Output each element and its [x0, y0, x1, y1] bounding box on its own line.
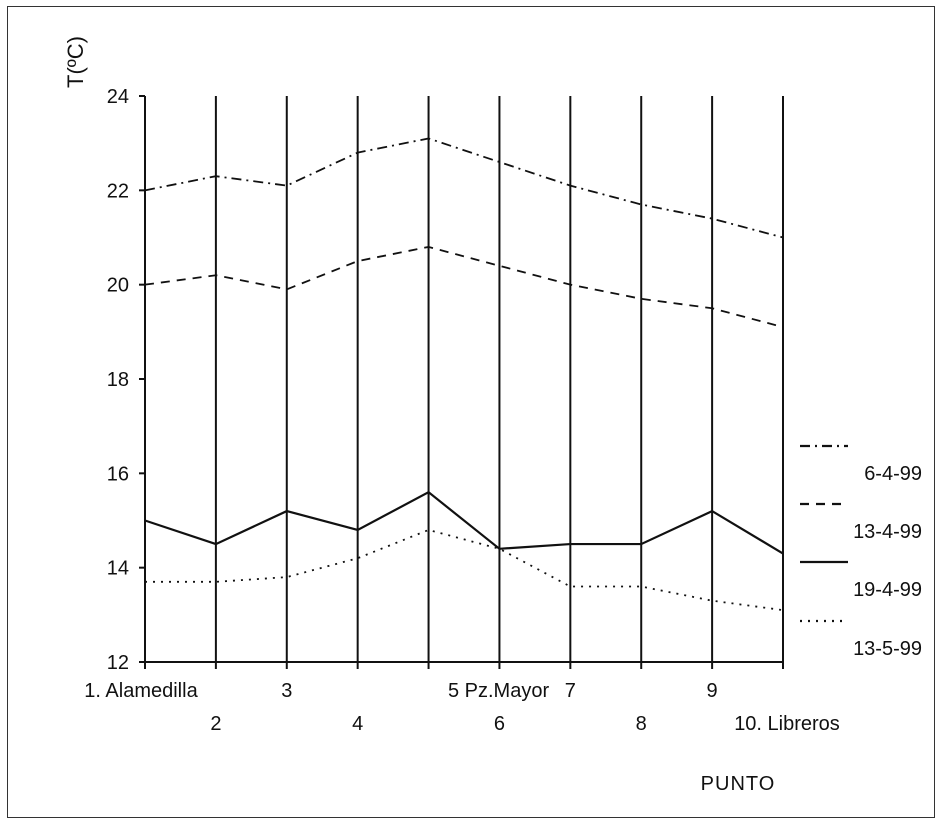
y-tick-label: 12 — [107, 652, 129, 674]
x-tick-label: 2 — [210, 713, 221, 735]
legend-label: 13-4-99 — [853, 521, 922, 543]
series-line-19-4-99 — [144, 490, 784, 555]
y-tick-label: 20 — [107, 275, 129, 297]
x-tick-label: 6 — [494, 713, 505, 735]
legend: 6-4-99 13-4-99 19-4-99 13-5-99 — [800, 444, 922, 660]
y-tick-label: 22 — [107, 180, 129, 202]
vertical-grid — [214, 96, 784, 662]
legend-label: 6-4-99 — [864, 463, 922, 485]
x-tick-label: 9 — [707, 680, 718, 702]
x-tick-label: 1. Alamedilla — [84, 680, 198, 702]
chart-frame — [7, 6, 935, 818]
legend-label: 13-5-99 — [853, 638, 922, 660]
x-tick-label: 5 Pz.Mayor — [448, 680, 549, 702]
series-line-13-4-99 — [144, 246, 784, 328]
series-line-6-4-99 — [144, 137, 784, 239]
y-tick-label: 24 — [107, 86, 129, 108]
series-group — [144, 137, 784, 612]
x-tick-label: 8 — [636, 713, 647, 735]
x-tick-label: 7 — [565, 680, 576, 702]
series-line-13-5-99 — [145, 528, 784, 612]
x-axis-ticks: 1. Alamedilla 2 3 4 5 Pz.Mayor 6 7 8 9 10. Librer… — [84, 662, 840, 735]
y-axis-label: T(ºC) — [63, 36, 88, 88]
x-tick-label: 10. Libreros — [734, 713, 840, 735]
x-tick-label: 3 — [281, 680, 292, 702]
y-tick-label: 18 — [107, 369, 129, 391]
y-tick-label: 14 — [107, 558, 129, 580]
legend-label: 19-4-99 — [853, 579, 922, 601]
y-axis-ticks: 12 14 16 18 20 22 24 — [107, 86, 145, 674]
axes — [144, 96, 783, 663]
x-tick-label: 4 — [352, 713, 363, 735]
x-axis-label: PUNTO — [701, 773, 776, 795]
y-tick-label: 16 — [107, 463, 129, 485]
